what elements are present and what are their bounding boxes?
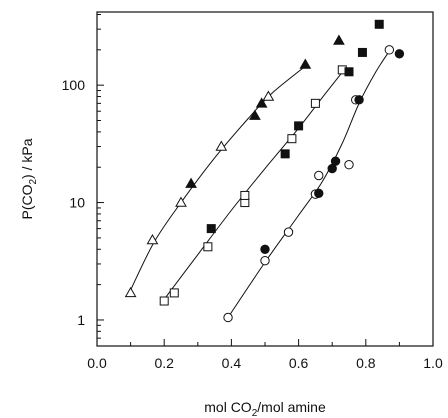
data-point-circle-open [261, 256, 269, 264]
data-point-circle-filled [261, 245, 269, 253]
data-point-square-filled [375, 20, 383, 28]
data-point-square-filled [207, 225, 215, 233]
x-axis-label: mol CO2/mol amine [204, 399, 326, 418]
data-point-triangle-open [126, 288, 136, 297]
plot-frame [97, 12, 433, 346]
x-tick-label: 0.6 [289, 355, 309, 371]
data-point-square-open [288, 135, 296, 143]
data-point-circle-open [315, 171, 323, 179]
x-tick-label: 0.0 [87, 355, 107, 371]
data-point-square-filled [358, 48, 366, 56]
y-axis-label: P(CO2) / kPa [19, 138, 39, 219]
x-axis-label-prefix: mol CO [204, 399, 252, 415]
data-point-circle-filled [395, 50, 403, 58]
y-axis-label-prefix: P(CO [19, 184, 35, 219]
x-axis-label-suffix: /mol amine [257, 399, 326, 415]
fit-curve [131, 66, 306, 290]
axis-ticks: 0.0 0.2 0.4 0.6 0.8 1.0 1 10 100 [62, 14, 443, 371]
y-tick-label: 100 [62, 77, 86, 93]
data-point-circle-filled [315, 189, 323, 197]
x-tick-label: 0.8 [356, 355, 376, 371]
y-tick-label: 10 [69, 195, 85, 211]
data-point-square-open [311, 99, 319, 107]
x-tick-label: 0.4 [222, 355, 242, 371]
data-point-circle-open [385, 46, 393, 54]
data-point-circle-filled [331, 157, 339, 165]
y-tick-label: 1 [77, 312, 85, 328]
data-point-circle-filled [355, 96, 363, 104]
x-tick-label: 1.0 [423, 355, 443, 371]
y-axis-label-suffix: ) / kPa [19, 138, 35, 179]
fit-curves [131, 51, 390, 317]
data-point-triangle-filled [334, 36, 344, 45]
data-point-square-open [160, 297, 168, 305]
data-point-triangle-filled [186, 179, 196, 188]
data-point-circle-open [345, 161, 353, 169]
data-point-square-filled [295, 122, 303, 130]
data-point-square-filled [345, 68, 353, 76]
x-tick-label: 0.2 [154, 355, 174, 371]
data-point-circle-open [224, 313, 232, 321]
data-point-circle-open [284, 228, 292, 236]
data-markers [126, 20, 404, 321]
data-point-square-open [241, 191, 249, 199]
data-point-triangle-open [176, 198, 186, 207]
data-point-square-filled [281, 150, 289, 158]
data-point-square-open [170, 289, 178, 297]
data-point-square-open [204, 243, 212, 251]
data-point-triangle-filled [300, 59, 310, 68]
